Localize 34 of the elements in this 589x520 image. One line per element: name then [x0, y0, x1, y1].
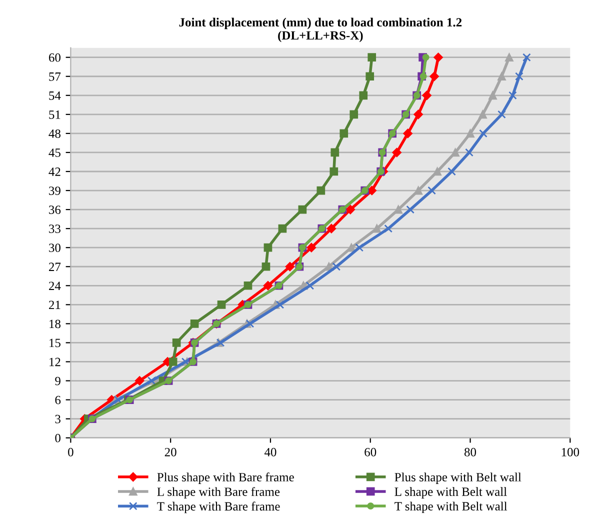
chart-title: Joint displacement (mm) due to load combination 1.2 (DL+LL+RS-X) — [179, 18, 462, 42]
legend-label: Plus shape with Bare frame — [157, 472, 294, 484]
y-tick-label: 45 — [48, 148, 60, 157]
y-tick-label: 12 — [50, 358, 60, 366]
y-tick-label: 42 — [48, 168, 60, 176]
x-tick-label: 40 — [264, 448, 276, 456]
x-tick-label: 20 — [164, 448, 176, 456]
x-tick-label: 0 — [68, 448, 74, 456]
y-tick-label: 51 — [49, 110, 60, 119]
y-tick-label: 21 — [49, 300, 60, 310]
y-tick-label: 15 — [50, 338, 60, 348]
x-tick-label: 60 — [364, 448, 376, 456]
y-tick-label: 48 — [48, 129, 60, 138]
x-tick-label: 100 — [562, 448, 580, 456]
y-tick-label: 6 — [55, 396, 61, 404]
y-tick-label: 0 — [55, 434, 60, 442]
y-tick-label: 18 — [50, 320, 60, 328]
legend-label: T shape with Bare frame — [157, 502, 280, 514]
y-tick-label: 24 — [49, 282, 61, 290]
x-tick-label: 80 — [464, 448, 476, 456]
y-tick-label: 9 — [55, 376, 60, 386]
legend-label: Plus shape with Belt wall — [394, 472, 522, 484]
legend-label: T shape with Belt wall — [394, 502, 508, 514]
y-tick-label: 54 — [49, 92, 61, 100]
legend-label: L shape with Bare frame — [157, 487, 280, 499]
y-tick-label: 33 — [49, 224, 60, 234]
y-tick-label: 57 — [49, 72, 61, 81]
y-tick-label: 60 — [48, 53, 60, 62]
y-tick-label: 3 — [55, 414, 60, 424]
legend-label: L shape with Belt wall — [394, 487, 507, 498]
y-tick-label: 36 — [49, 206, 61, 214]
y-tick-label: 30 — [49, 244, 60, 252]
y-tick-label: 39 — [49, 186, 60, 195]
y-tick-label: 27 — [49, 262, 61, 271]
